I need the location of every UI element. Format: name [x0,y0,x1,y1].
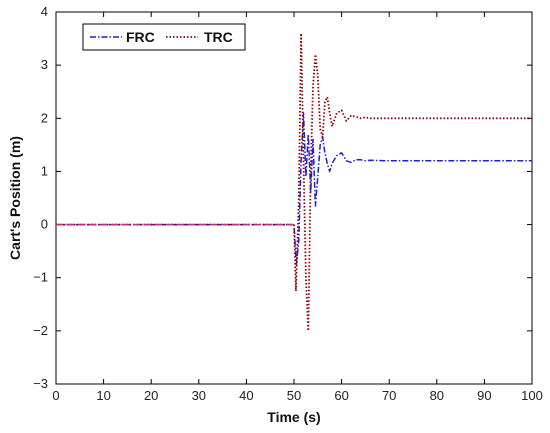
y-tick-label: 3 [41,57,48,72]
y-tick-label: −2 [33,323,48,338]
y-tick-label: 2 [41,110,48,125]
x-tick-label: 10 [96,388,110,403]
x-tick-label: 0 [52,388,59,403]
x-tick-label: 100 [521,388,543,403]
y-tick-label: 1 [41,163,48,178]
series-line-trc [56,32,532,332]
y-tick-label: −3 [33,376,48,391]
x-tick-label: 30 [192,388,206,403]
legend: FRC TRC [82,23,246,51]
y-axis: −3 −2 −1 0 1 2 3 4 [33,4,532,391]
plot-area [55,11,533,385]
x-tick-label: 80 [430,388,444,403]
series-line-frc [56,112,532,266]
y-tick-label: −1 [33,270,48,285]
x-axis: 0 10 20 30 40 50 60 70 80 90 100 [52,12,543,403]
x-tick-label: 70 [382,388,396,403]
x-tick-label: 50 [287,388,301,403]
y-tick-label: 0 [41,217,48,232]
legend-label-frc: FRC [126,29,155,45]
y-axis-label: Cart's Position (m) [7,136,23,260]
series-layer [56,32,532,332]
x-tick-label: 20 [144,388,158,403]
x-axis-label: Time (s) [267,409,320,425]
x-tick-label: 90 [477,388,491,403]
x-tick-label: 60 [334,388,348,403]
legend-label-trc: TRC [204,29,233,45]
x-tick-label: 40 [239,388,253,403]
y-tick-label: 4 [41,4,48,19]
